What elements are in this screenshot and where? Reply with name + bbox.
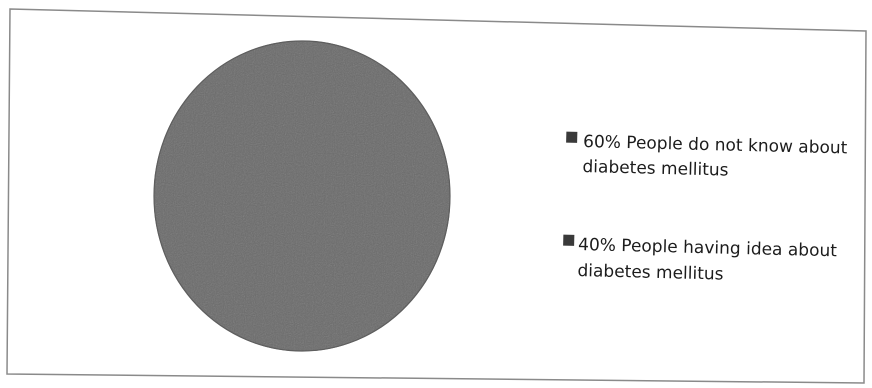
legend-label-line-2: diabetes mellitus <box>577 261 724 285</box>
legend-label-line-1: 40% People having idea about <box>578 235 838 261</box>
legend-marker <box>563 234 575 246</box>
pie-outline <box>153 40 451 352</box>
legend-label-line-2: diabetes mellitus <box>582 157 729 181</box>
pie-slices <box>153 40 451 352</box>
legend-label-line-1: 60% People do not know about <box>583 132 848 158</box>
legend-marker <box>566 131 578 143</box>
chart-border <box>6 8 867 384</box>
